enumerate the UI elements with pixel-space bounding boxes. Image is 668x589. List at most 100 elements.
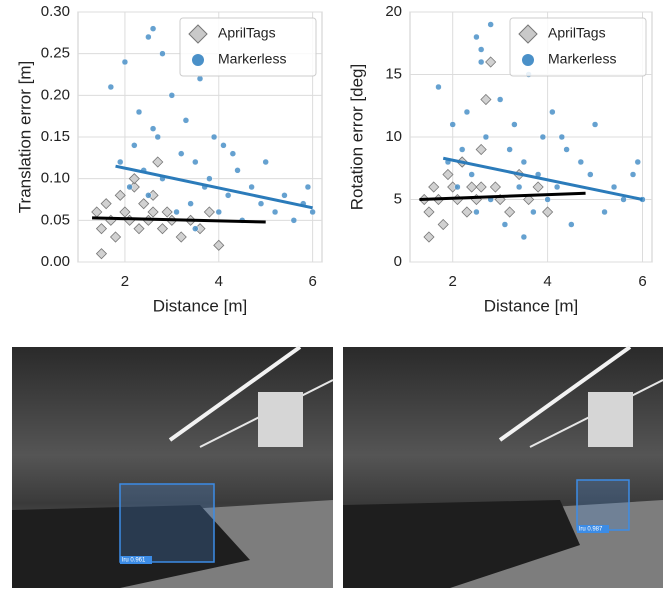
point: [107, 83, 115, 91]
point: [437, 218, 449, 231]
point: [544, 196, 551, 203]
legend-label: Markerless: [548, 51, 616, 67]
point: [520, 233, 528, 241]
point: [496, 96, 504, 103]
point: [454, 183, 461, 191]
point: [175, 231, 187, 243]
point: [156, 223, 169, 235]
point: [154, 133, 162, 141]
point: [449, 121, 456, 128]
y-tick-label: 0.30: [41, 3, 70, 20]
point: [116, 158, 124, 166]
point: [501, 221, 509, 228]
point: [196, 75, 204, 82]
point: [601, 208, 608, 216]
point: [610, 183, 618, 191]
point: [138, 198, 150, 210]
point: [463, 108, 471, 116]
point: [549, 108, 556, 116]
point: [206, 175, 213, 182]
point: [553, 183, 561, 191]
point: [192, 225, 199, 232]
legend-marker: [188, 24, 208, 44]
y-tick-label: 20: [385, 3, 402, 20]
point: [262, 158, 269, 166]
point: [220, 142, 227, 149]
point: [473, 33, 480, 41]
photo: [12, 345, 334, 588]
point: [629, 171, 637, 178]
point: [466, 181, 478, 193]
point: [128, 173, 140, 185]
point: [100, 198, 112, 210]
point: [281, 192, 288, 199]
x-tick-label: 6: [308, 273, 316, 290]
point: [587, 171, 594, 178]
legend-label: AprilTags: [548, 25, 606, 41]
point: [119, 206, 131, 218]
point: [95, 223, 108, 235]
point: [114, 189, 126, 201]
point: [248, 183, 255, 191]
x-tick-label: 4: [543, 273, 551, 290]
point: [428, 181, 440, 193]
fit-line: [419, 191, 586, 201]
point: [523, 193, 535, 206]
point: [149, 125, 157, 132]
legend-marker: [518, 24, 538, 44]
point: [131, 142, 138, 149]
point: [304, 183, 312, 191]
y-tick-label: 0.15: [41, 128, 70, 145]
point: [461, 206, 473, 218]
point: [173, 208, 180, 216]
point: [213, 239, 225, 251]
point: [435, 83, 442, 91]
point: [423, 231, 435, 243]
point: [504, 206, 516, 218]
y-tick-label: 15: [385, 65, 402, 82]
x-tick-label: 4: [215, 273, 223, 290]
point: [203, 206, 215, 218]
point: [121, 58, 129, 66]
y-axis-label: Translation error [m]: [15, 61, 34, 213]
y-tick-label: 0.00: [41, 253, 70, 270]
point: [271, 208, 279, 216]
point: [159, 50, 166, 57]
point: [109, 231, 122, 243]
point: [215, 208, 223, 216]
x-tick-label: 2: [449, 273, 457, 290]
point: [489, 181, 501, 193]
point: [530, 208, 537, 216]
point: [145, 192, 152, 199]
y-tick-label: 0.05: [41, 211, 70, 228]
point: [520, 158, 528, 166]
point: [152, 156, 164, 168]
y-tick-label: 0.20: [41, 86, 70, 103]
point: [177, 150, 185, 157]
fit-line: [92, 216, 266, 224]
legend-label: AprilTags: [218, 25, 276, 41]
point: [234, 167, 241, 174]
point: [133, 223, 145, 235]
point: [149, 25, 157, 32]
point: [563, 146, 570, 153]
y-axis-label: Rotation error [deg]: [347, 64, 366, 210]
point: [309, 208, 316, 216]
point: [568, 221, 575, 228]
x-tick-label: 6: [638, 273, 646, 290]
x-axis-label: Distance [m]: [484, 296, 578, 315]
point: [482, 133, 490, 141]
point: [485, 56, 497, 68]
point: [477, 46, 485, 53]
y-tick-label: 0: [394, 253, 402, 270]
point: [475, 143, 487, 156]
point: [458, 146, 466, 153]
point: [126, 183, 133, 191]
y-tick-label: 10: [385, 128, 402, 145]
point: [224, 192, 232, 199]
point: [477, 58, 485, 66]
point: [542, 206, 554, 218]
legend-marker: [192, 54, 204, 66]
point: [539, 133, 547, 141]
